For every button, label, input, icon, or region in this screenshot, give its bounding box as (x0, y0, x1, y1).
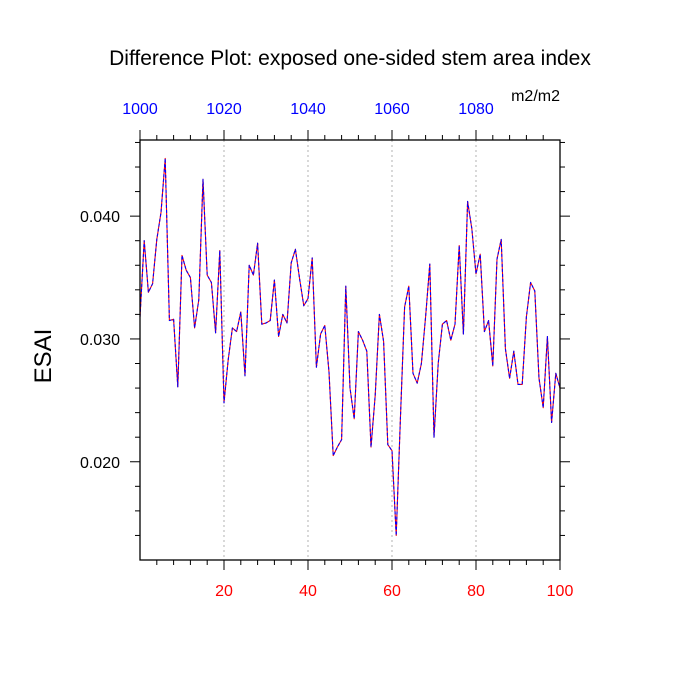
y-axis-label: ESAI (30, 329, 57, 384)
chart-title: Difference Plot: exposed one-sided stem … (109, 47, 591, 70)
y-tick-label: 0.030 (80, 332, 120, 349)
series-layer (139, 157, 561, 536)
top-tick-label: 1060 (374, 101, 410, 118)
x-tick-label: 100 (547, 583, 574, 600)
axes: 20 40 60 80 100 1000 1020 1040 1060 1080 0.020 0.03… (80, 101, 573, 600)
y-tick-label: 0.020 (80, 455, 120, 472)
top-tick-label: 1020 (206, 101, 242, 118)
units-label: m2/m2 (511, 88, 560, 105)
series-line-red (139, 157, 561, 536)
top-tick-label: 1040 (290, 101, 326, 118)
grid (223, 140, 477, 560)
top-tick-label: 1080 (458, 101, 494, 118)
plot-frame (139, 139, 561, 561)
x-tick-label: 20 (215, 583, 233, 600)
x-tick-label: 60 (383, 583, 401, 600)
x-tick-label: 40 (299, 583, 317, 600)
x-tick-label: 80 (467, 583, 485, 600)
y-tick-label: 0.040 (80, 209, 120, 226)
top-tick-label: 1000 (122, 101, 158, 118)
series-line-blue (139, 157, 561, 536)
